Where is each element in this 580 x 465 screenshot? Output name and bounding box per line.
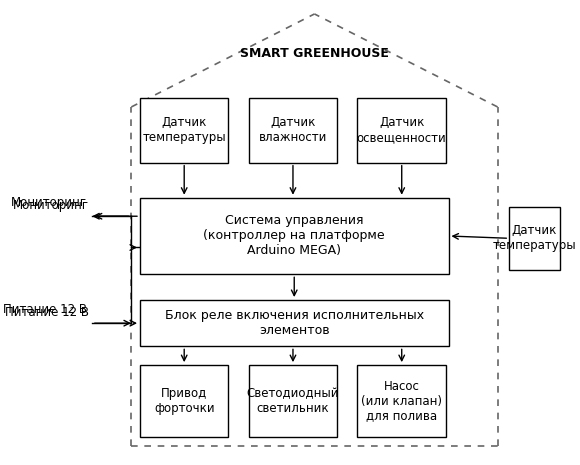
- Bar: [249, 98, 337, 163]
- Text: Питание 12 В: Питание 12 В: [5, 306, 89, 319]
- Text: Мониторинг: Мониторинг: [11, 196, 87, 209]
- Bar: [357, 365, 446, 437]
- Text: Насос
(или клапан)
для полива: Насос (или клапан) для полива: [361, 379, 442, 423]
- Text: Привод
форточки: Привод форточки: [154, 387, 215, 415]
- Bar: [140, 300, 448, 346]
- Text: Светодиодный
светильник: Светодиодный светильник: [246, 387, 339, 415]
- Text: Датчик
температуры: Датчик температуры: [493, 224, 577, 252]
- Text: Датчик
температуры: Датчик температуры: [142, 116, 226, 144]
- Text: SMART GREENHOUSE: SMART GREENHOUSE: [240, 47, 389, 60]
- Text: Мониторинг: Мониторинг: [13, 199, 89, 212]
- Text: Блок реле включения исполнительных
элементов: Блок реле включения исполнительных элеме…: [165, 309, 424, 337]
- Bar: [249, 365, 337, 437]
- Bar: [509, 207, 560, 270]
- Text: Система управления
(контроллер на платформе
Arduino MEGA): Система управления (контроллер на платфо…: [204, 214, 385, 258]
- Text: Датчик
влажности: Датчик влажности: [259, 116, 327, 144]
- Bar: [140, 365, 229, 437]
- Bar: [140, 198, 448, 274]
- Text: Питание 12 В: Питание 12 В: [3, 303, 87, 316]
- Bar: [140, 98, 229, 163]
- Bar: [357, 98, 446, 163]
- Text: Датчик
освещенности: Датчик освещенности: [357, 116, 447, 144]
